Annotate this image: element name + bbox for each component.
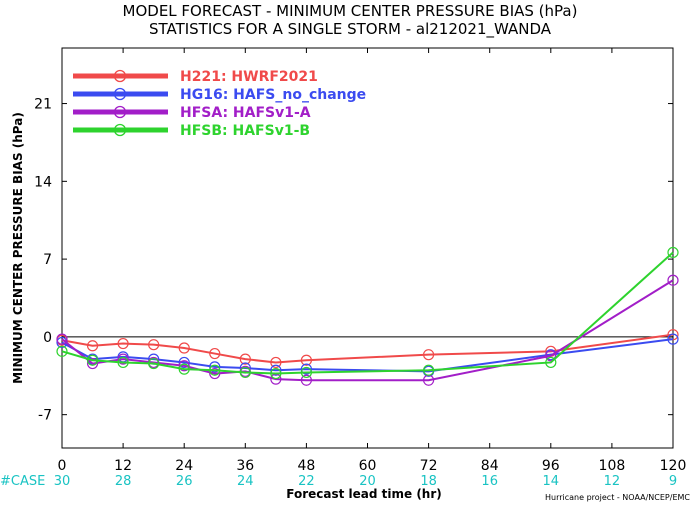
data-point (178, 342, 190, 354)
y-axis-label: MINIMUM CENTER PRESSURE BIAS (hPa) (11, 112, 25, 384)
data-point (117, 337, 129, 350)
legend-label: HG16: HAFS_no_change (180, 87, 366, 103)
case-count: 16 (481, 474, 498, 489)
chart-title: MODEL FORECAST - MINIMUM CENTER PRESSURE… (123, 2, 578, 20)
case-count: 30 (54, 474, 71, 489)
data-point (300, 374, 312, 386)
x-tick-label: 36 (236, 458, 254, 474)
data-point (300, 354, 312, 366)
x-tick-label: 24 (175, 458, 193, 474)
data-point (117, 353, 129, 365)
data-point (86, 340, 99, 352)
x-tick-label: 108 (599, 458, 626, 474)
legend-marker (113, 123, 127, 137)
legend: H221: HWRF2021 HG16: HAFS_no_change HFSA: … (73, 69, 366, 139)
case-count: 18 (420, 474, 437, 489)
y-tick-label: 0 (43, 330, 52, 346)
data-point (239, 366, 251, 379)
y-tick-label: 7 (43, 252, 52, 268)
data-point (86, 354, 99, 366)
data-point (667, 274, 679, 286)
series-line-2 (61, 279, 674, 382)
data-point (239, 353, 251, 365)
case-count: 14 (543, 474, 560, 489)
x-tick-label: 120 (660, 458, 687, 474)
data-point (667, 246, 679, 259)
data-point (178, 360, 190, 372)
x-tick-label: 12 (114, 458, 132, 474)
case-count: 28 (115, 474, 132, 489)
data-point (117, 356, 129, 369)
x-tick-label: 72 (420, 458, 438, 474)
data-point (148, 339, 160, 351)
legend-marker (113, 87, 127, 101)
data-point (545, 356, 557, 369)
data-point (423, 364, 435, 376)
case-count: 24 (237, 474, 254, 489)
data-point (667, 333, 679, 345)
y-tick-label: 14 (34, 174, 52, 190)
data-point (56, 333, 68, 345)
case-count: 22 (298, 474, 315, 489)
legend-marker (113, 69, 127, 83)
plot-frame (61, 47, 674, 449)
x-tick-label: 84 (481, 458, 499, 474)
data-point (178, 356, 190, 369)
case-label: #CASE (0, 474, 45, 489)
case-count: 20 (359, 474, 376, 489)
data-point (178, 363, 190, 375)
case-count: 26 (176, 474, 193, 489)
x-tick-label: 48 (297, 458, 315, 474)
data-point (270, 356, 282, 369)
x-axis-label: Forecast lead time (hr) (286, 487, 442, 501)
data-point (270, 367, 282, 380)
legend-label: H221: HWRF2021 (180, 69, 318, 85)
case-count: 12 (604, 474, 621, 489)
y-tick-label: 21 (34, 97, 52, 113)
legend-marker (113, 105, 127, 119)
data-point (423, 349, 435, 361)
data-point (148, 357, 160, 370)
series-lines (56, 246, 679, 386)
data-point (209, 364, 221, 376)
data-point (300, 363, 312, 375)
data-point (209, 347, 221, 360)
data-point (56, 345, 68, 357)
data-point (209, 361, 221, 373)
axis-ticks: 0 12 24 36 48 60 72 84 96 108 120 -7 0 7 14 21 (34, 48, 686, 474)
chart-subtitle: STATISTICS FOR A SINGLE STORM - al212021… (149, 20, 552, 39)
x-tick-label: 60 (359, 458, 377, 474)
case-counts: 30 28 26 24 22 20 18 16 14 12 9 (54, 474, 677, 489)
x-tick-label: 96 (542, 458, 560, 474)
legend-label: HFSA: HAFSv1-A (180, 105, 311, 121)
data-point (86, 357, 99, 370)
data-point (545, 350, 557, 362)
data-point (270, 364, 282, 376)
credit-text: Hurricane project - NOAA/NCEP/EMC (545, 493, 690, 502)
series-line-3 (61, 251, 674, 375)
case-count: 9 (669, 474, 677, 489)
data-point (209, 367, 221, 380)
data-point (300, 366, 312, 379)
legend-label: HFSB: HAFSv1-B (180, 123, 310, 139)
y-tick-label: -7 (38, 408, 52, 424)
x-tick-label: 0 (58, 458, 67, 474)
